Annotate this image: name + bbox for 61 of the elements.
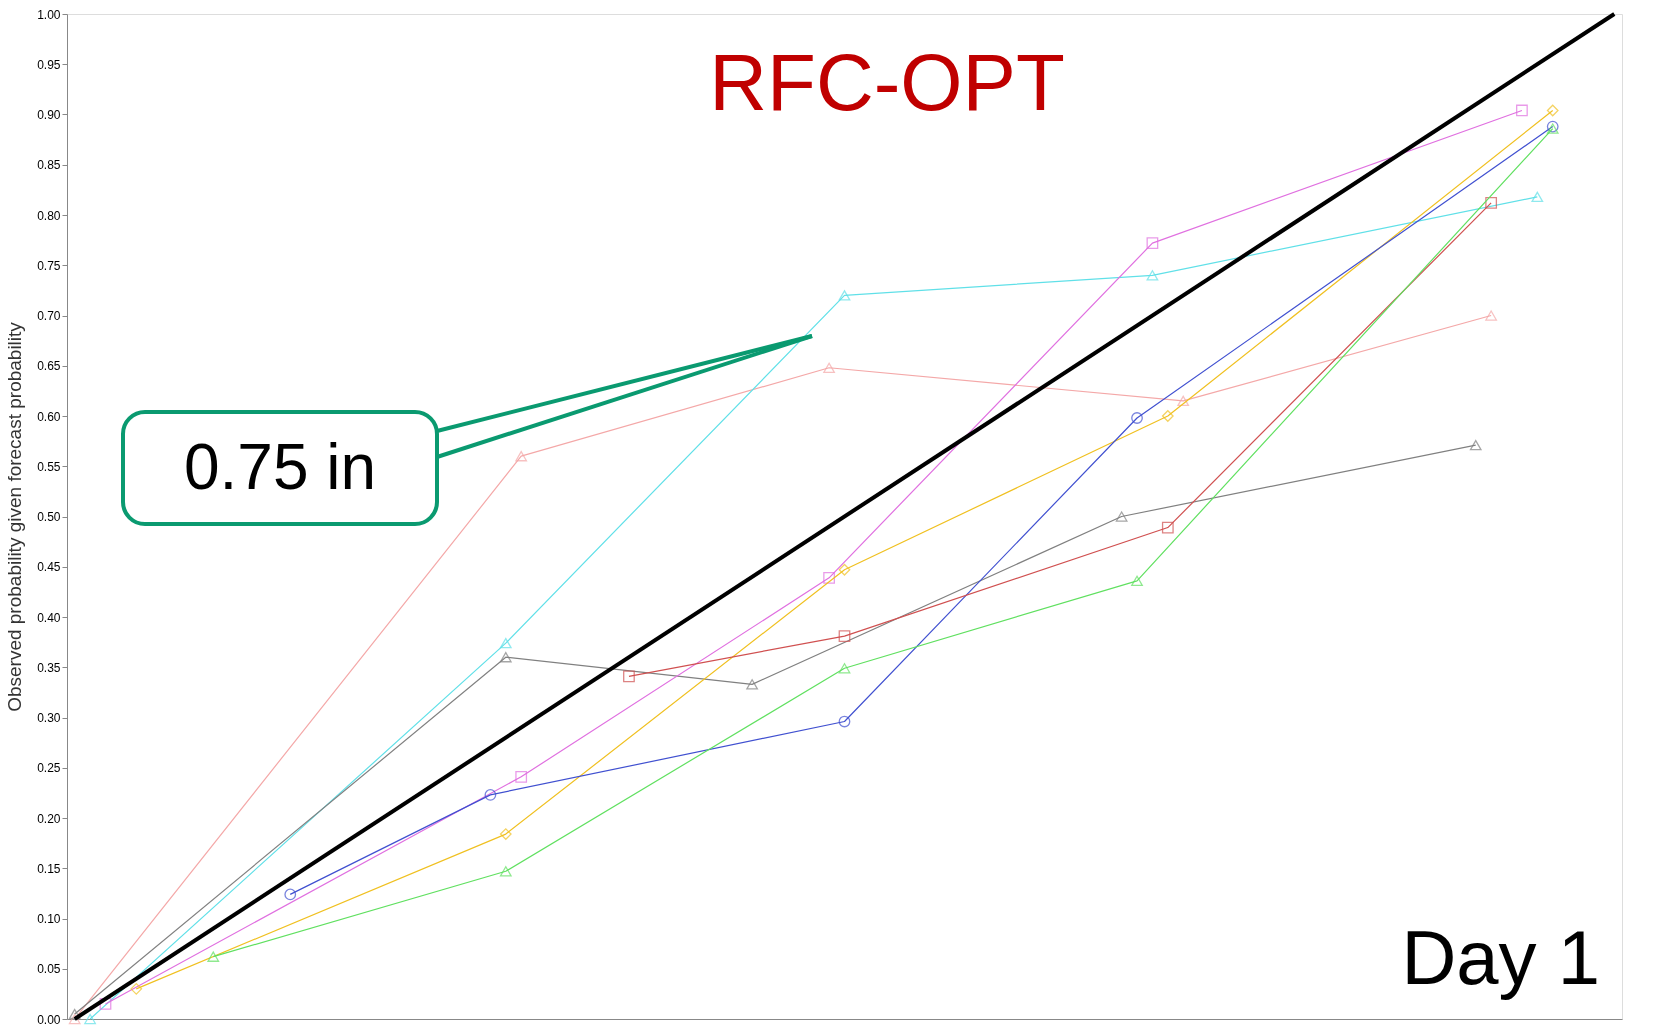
annotation: 0.75 in bbox=[183, 431, 377, 503]
point bbox=[838, 290, 851, 301]
point bbox=[207, 951, 220, 962]
point bbox=[838, 630, 851, 642]
y-axis-title: Observed probability given forecast probability bbox=[4, 321, 26, 712]
y-tick-label: 0.50 bbox=[37, 510, 61, 524]
point bbox=[499, 828, 512, 840]
point bbox=[1485, 197, 1498, 209]
point bbox=[1115, 511, 1128, 522]
y-tick-label: 0.35 bbox=[37, 660, 61, 675]
y-tick-label: 0.20 bbox=[37, 811, 61, 826]
point bbox=[623, 670, 635, 683]
point bbox=[1146, 270, 1159, 281]
point bbox=[499, 652, 512, 663]
y-tick-label: 0.25 bbox=[37, 761, 61, 776]
y-tick-label: 0.45 bbox=[37, 560, 61, 575]
y-tick-label: 0.10 bbox=[37, 912, 61, 926]
chart-title: RFC-OPT bbox=[709, 38, 1065, 127]
point bbox=[1546, 104, 1559, 117]
y-tick-label: 0.40 bbox=[37, 610, 61, 625]
y-tick-label: 0.65 bbox=[37, 359, 61, 374]
point bbox=[1485, 310, 1498, 321]
point bbox=[838, 663, 851, 674]
y-tick-label: 0.30 bbox=[37, 711, 61, 725]
y-tick-label: 0.70 bbox=[37, 309, 61, 323]
point bbox=[515, 451, 528, 462]
y-tick-label: 0.55 bbox=[37, 459, 61, 474]
point bbox=[823, 362, 835, 373]
y-tick-label: 0.05 bbox=[37, 962, 61, 977]
point bbox=[746, 679, 759, 690]
point bbox=[68, 1013, 81, 1025]
point bbox=[1131, 412, 1143, 424]
point bbox=[1161, 521, 1174, 534]
point bbox=[823, 571, 835, 584]
y-tick-label: 0.75 bbox=[37, 258, 61, 273]
point bbox=[838, 715, 851, 728]
y-tick-label: 0.85 bbox=[37, 158, 61, 173]
y-tick-label: 0.00 bbox=[37, 1012, 61, 1027]
point bbox=[515, 770, 528, 783]
y-tick-label: 0.15 bbox=[37, 861, 61, 876]
point bbox=[838, 563, 851, 576]
point bbox=[1531, 191, 1544, 203]
point bbox=[1516, 104, 1528, 117]
y-tick-label: 1.00 bbox=[37, 7, 61, 22]
point bbox=[499, 637, 512, 649]
point bbox=[130, 982, 143, 995]
point bbox=[484, 789, 497, 801]
annotation: Day 1 bbox=[1401, 915, 1600, 1000]
point bbox=[499, 866, 512, 877]
point bbox=[1469, 439, 1482, 451]
point bbox=[284, 888, 297, 901]
point bbox=[1146, 237, 1159, 250]
y-tick-label: 0.90 bbox=[37, 108, 61, 122]
point bbox=[1177, 395, 1190, 407]
point bbox=[1161, 410, 1174, 422]
point bbox=[68, 1008, 81, 1020]
y-tick-label: 0.80 bbox=[37, 208, 61, 223]
point bbox=[84, 1013, 96, 1025]
y-tick-label: 0.95 bbox=[37, 57, 61, 72]
point bbox=[1131, 575, 1143, 587]
y-tick-label: 0.60 bbox=[37, 409, 61, 424]
